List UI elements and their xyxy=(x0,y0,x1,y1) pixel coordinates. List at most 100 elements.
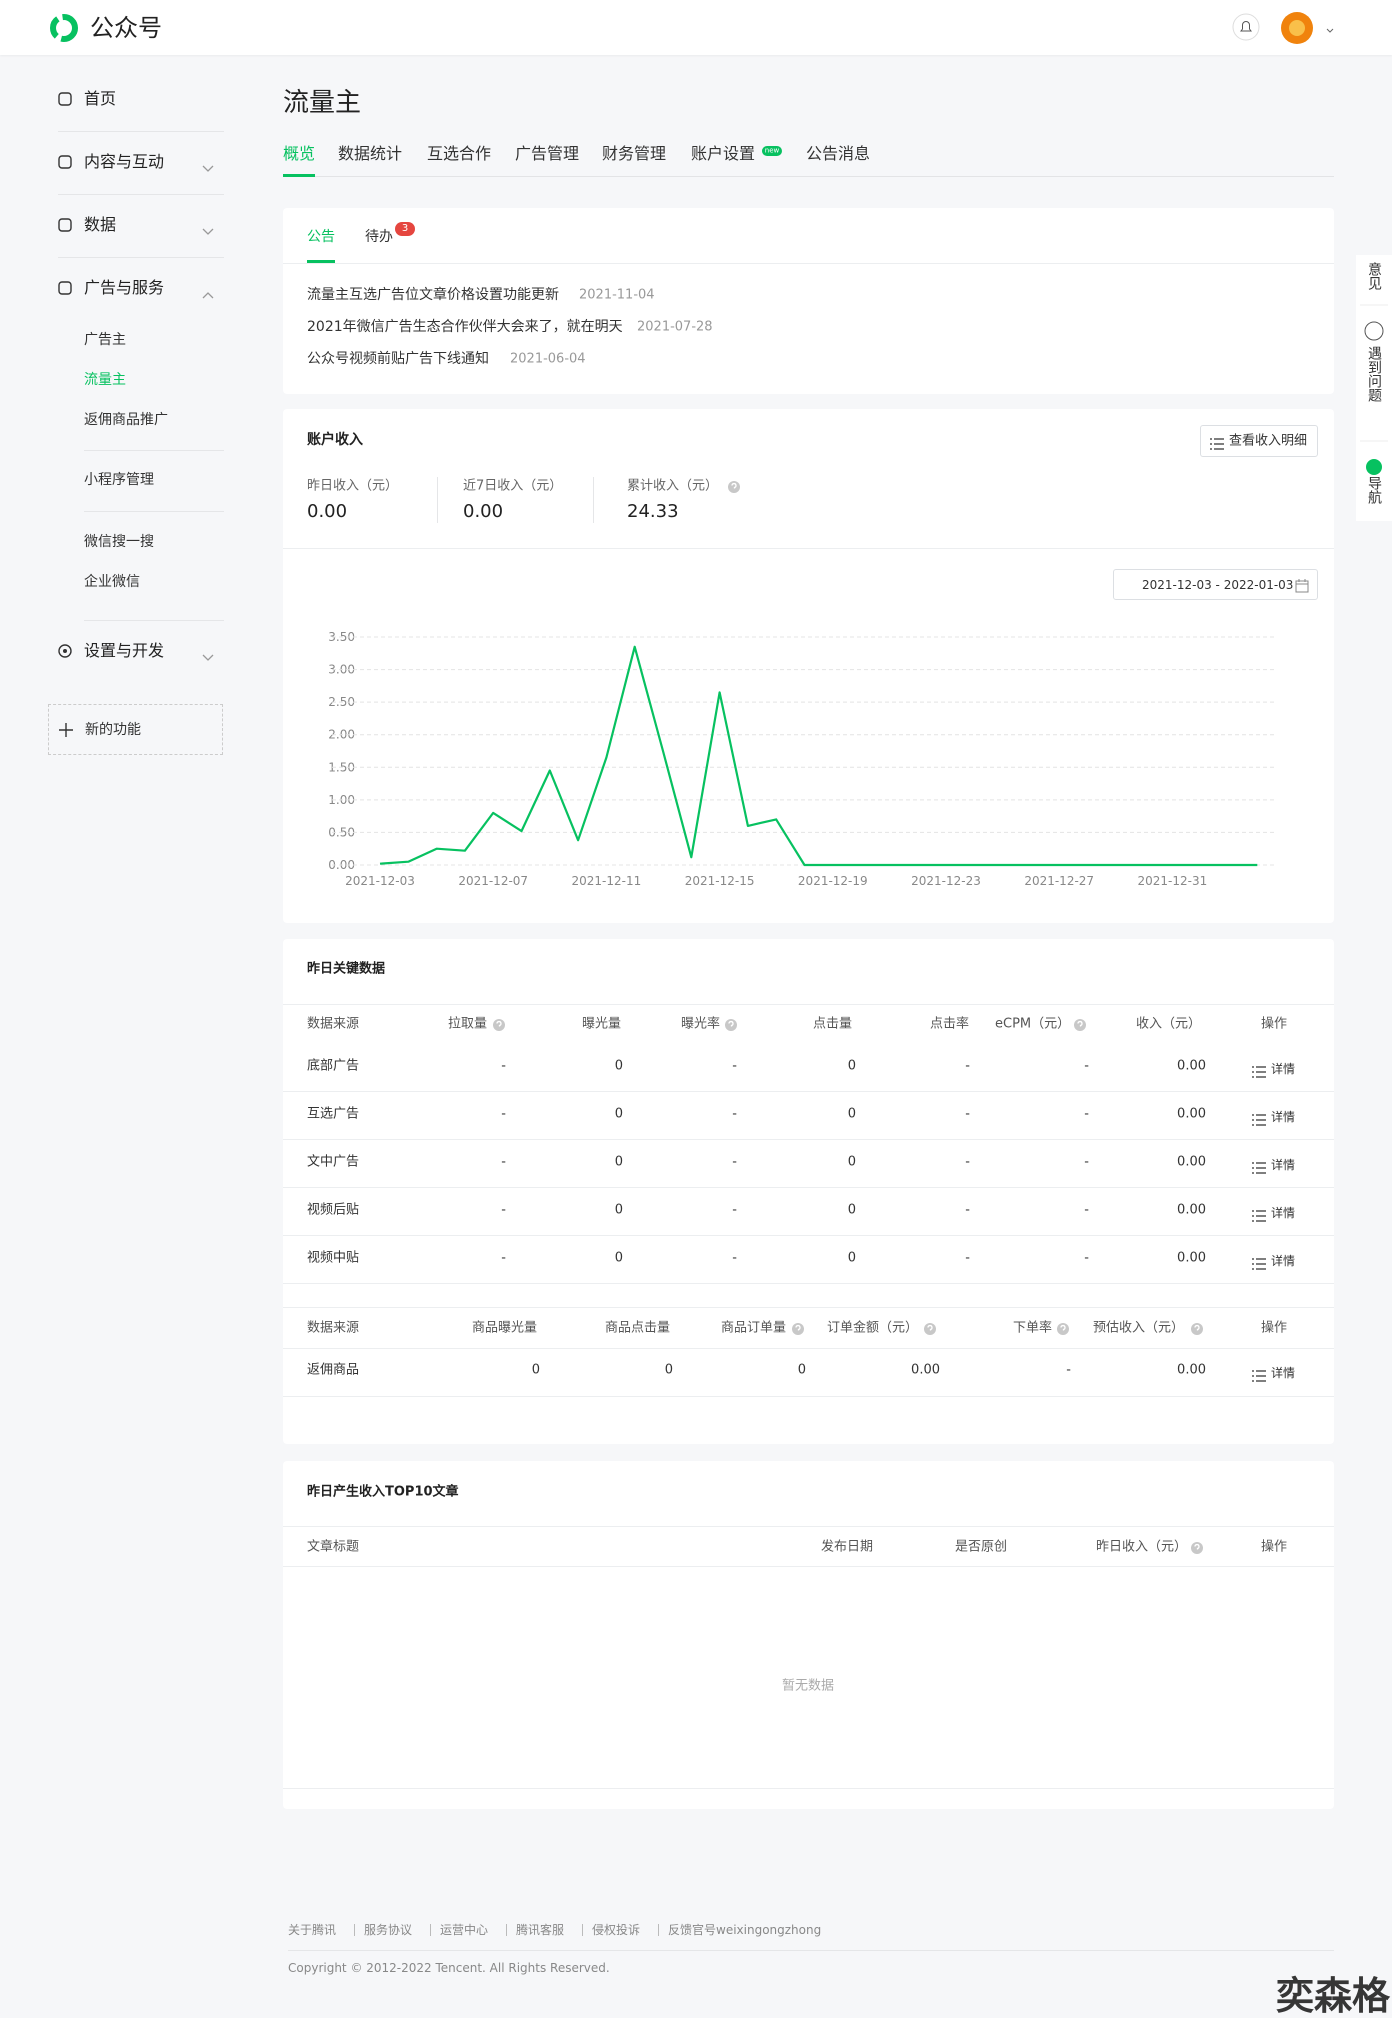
avatar[interactable] xyxy=(1280,11,1338,45)
table-cell: - xyxy=(732,1156,737,1169)
detail-link[interactable]: 详情 xyxy=(1271,1111,1295,1123)
footer-link[interactable]: 关于腾讯 xyxy=(288,1924,336,1936)
table-cell: 0.00 xyxy=(1177,1060,1206,1073)
notice-title[interactable]: 流量主互选广告位文章价格设置功能更新 xyxy=(307,288,559,302)
chevron xyxy=(202,647,214,655)
list-icon[interactable] xyxy=(1252,1207,1266,1219)
help-icon[interactable] xyxy=(1190,1321,1204,1335)
card-tab[interactable]: 待办 xyxy=(365,230,393,244)
help-icon[interactable] xyxy=(791,1321,805,1335)
float-bar-item[interactable]: 遇到问题 xyxy=(1364,346,1384,402)
help-icon[interactable] xyxy=(724,1017,738,1031)
menu-icon-svg xyxy=(57,217,73,233)
chevron xyxy=(202,158,214,166)
table-cell: 0 xyxy=(848,1108,856,1121)
bell-icon[interactable] xyxy=(1232,13,1260,41)
submenu-item[interactable]: 企业微信 xyxy=(84,575,140,589)
tab-underline xyxy=(283,174,315,177)
list-icon[interactable] xyxy=(1252,1255,1266,1267)
notice-title[interactable]: 公众号视频前贴广告下线通知 xyxy=(307,352,489,366)
help-icon[interactable] xyxy=(923,1321,937,1335)
tab[interactable]: 数据统计 xyxy=(338,146,402,162)
table-cell: - xyxy=(1066,1364,1071,1377)
table-cell: 0 xyxy=(665,1364,673,1377)
todo-badge: 3 xyxy=(402,224,408,234)
help-icon[interactable] xyxy=(492,1017,506,1031)
submenu-item[interactable]: 微信搜一搜 xyxy=(84,535,154,549)
footer-link[interactable]: 腾讯客服 xyxy=(516,1924,564,1936)
list-icon[interactable] xyxy=(1252,1367,1266,1379)
menu-item[interactable]: 设置与开发 xyxy=(84,643,164,659)
detail-link[interactable]: 详情 xyxy=(1271,1063,1295,1075)
column-header: eCPM（元） xyxy=(995,1018,1070,1031)
help-icon[interactable] xyxy=(1073,1017,1087,1031)
logo-text: 公众号 xyxy=(90,16,162,40)
stat-label: 近7日收入（元） xyxy=(463,480,562,493)
detail-link[interactable]: 详情 xyxy=(1271,1367,1295,1379)
column-header: 昨日收入（元） xyxy=(1096,1541,1187,1554)
row-line xyxy=(283,1235,1334,1236)
help-icon[interactable] xyxy=(1056,1321,1070,1335)
submenu-item[interactable]: 流量主 xyxy=(84,373,126,387)
calendar-icon[interactable] xyxy=(1295,578,1309,592)
submenu-item[interactable]: 小程序管理 xyxy=(84,473,154,487)
table-cell: 0 xyxy=(615,1204,623,1217)
stat-value: 0.00 xyxy=(307,503,347,521)
footer-link[interactable]: 运营中心 xyxy=(440,1924,488,1936)
notice-title[interactable]: 2021年微信广告生态合作伙伴大会来了，就在明天 xyxy=(307,320,623,334)
stat-value: 0.00 xyxy=(463,503,503,521)
table-cell: - xyxy=(732,1060,737,1073)
detail-link[interactable]: 详情 xyxy=(1271,1255,1295,1267)
float-bar-item[interactable]: 导航 xyxy=(1364,476,1384,504)
table-cell: - xyxy=(732,1204,737,1217)
detail-button-text[interactable]: 查看收入明细 xyxy=(1229,435,1307,448)
float-bar-item[interactable]: 意见 xyxy=(1364,262,1384,290)
detail-link[interactable]: 详情 xyxy=(1271,1159,1295,1171)
tab[interactable]: 广告管理 xyxy=(515,146,579,162)
tab[interactable]: 概览 xyxy=(283,146,315,162)
menu-item[interactable]: 数据 xyxy=(84,217,116,233)
table-cell: 0 xyxy=(848,1060,856,1073)
list-icon[interactable] xyxy=(1252,1063,1266,1075)
detail-link[interactable]: 详情 xyxy=(1271,1207,1295,1219)
table-cell: 0 xyxy=(848,1252,856,1265)
menu-divider xyxy=(58,257,224,258)
column-header: 操作 xyxy=(1261,1541,1287,1554)
list-icon[interactable] xyxy=(1252,1159,1266,1171)
submenu-item[interactable]: 广告主 xyxy=(84,333,126,347)
help-icon[interactable] xyxy=(727,479,741,493)
table-cell: 视频中贴 xyxy=(307,1252,359,1265)
menu-divider xyxy=(58,194,224,195)
help-icon-svg xyxy=(791,1322,805,1336)
stat-value: 24.33 xyxy=(627,503,679,521)
menu-icon-svg xyxy=(57,280,73,296)
menu-divider xyxy=(58,131,224,132)
table-cell: - xyxy=(965,1060,970,1073)
table-cell: 0 xyxy=(615,1156,623,1169)
submenu-item[interactable]: 返佣商品推广 xyxy=(84,413,168,427)
tab[interactable]: 互选合作 xyxy=(427,146,491,162)
tab[interactable]: 财务管理 xyxy=(602,146,666,162)
help-icon[interactable] xyxy=(1190,1540,1204,1554)
tab[interactable]: 账户设置 xyxy=(691,146,755,162)
footer-link[interactable]: 服务协议 xyxy=(364,1924,412,1936)
table-cell: - xyxy=(965,1108,970,1121)
footer-sep xyxy=(506,1924,507,1936)
date-range[interactable]: 2021-12-03 - 2022-01-03 xyxy=(1142,579,1293,591)
card-tab[interactable]: 公告 xyxy=(307,230,335,244)
list-icon[interactable] xyxy=(1210,435,1224,447)
menu-item[interactable]: 首页 xyxy=(84,91,116,107)
menu-item[interactable]: 广告与服务 xyxy=(84,280,164,296)
menu-item[interactable]: 内容与互动 xyxy=(84,154,164,170)
footer-link[interactable]: 侵权投诉 xyxy=(592,1924,640,1936)
chevron-svg xyxy=(202,165,214,173)
help-icon-svg xyxy=(1190,1541,1204,1555)
watermark: 奕森格 xyxy=(1276,1977,1390,2015)
new-feature[interactable]: 新的功能 xyxy=(85,723,141,737)
footer-link[interactable]: 反馈官号weixingongzhong xyxy=(668,1924,821,1936)
footer-sep xyxy=(430,1924,431,1936)
income-card xyxy=(283,409,1334,923)
list-icon[interactable] xyxy=(1252,1111,1266,1123)
tab[interactable]: 公告消息 xyxy=(806,146,870,162)
column-header: 预估收入（元） xyxy=(1093,1322,1184,1335)
